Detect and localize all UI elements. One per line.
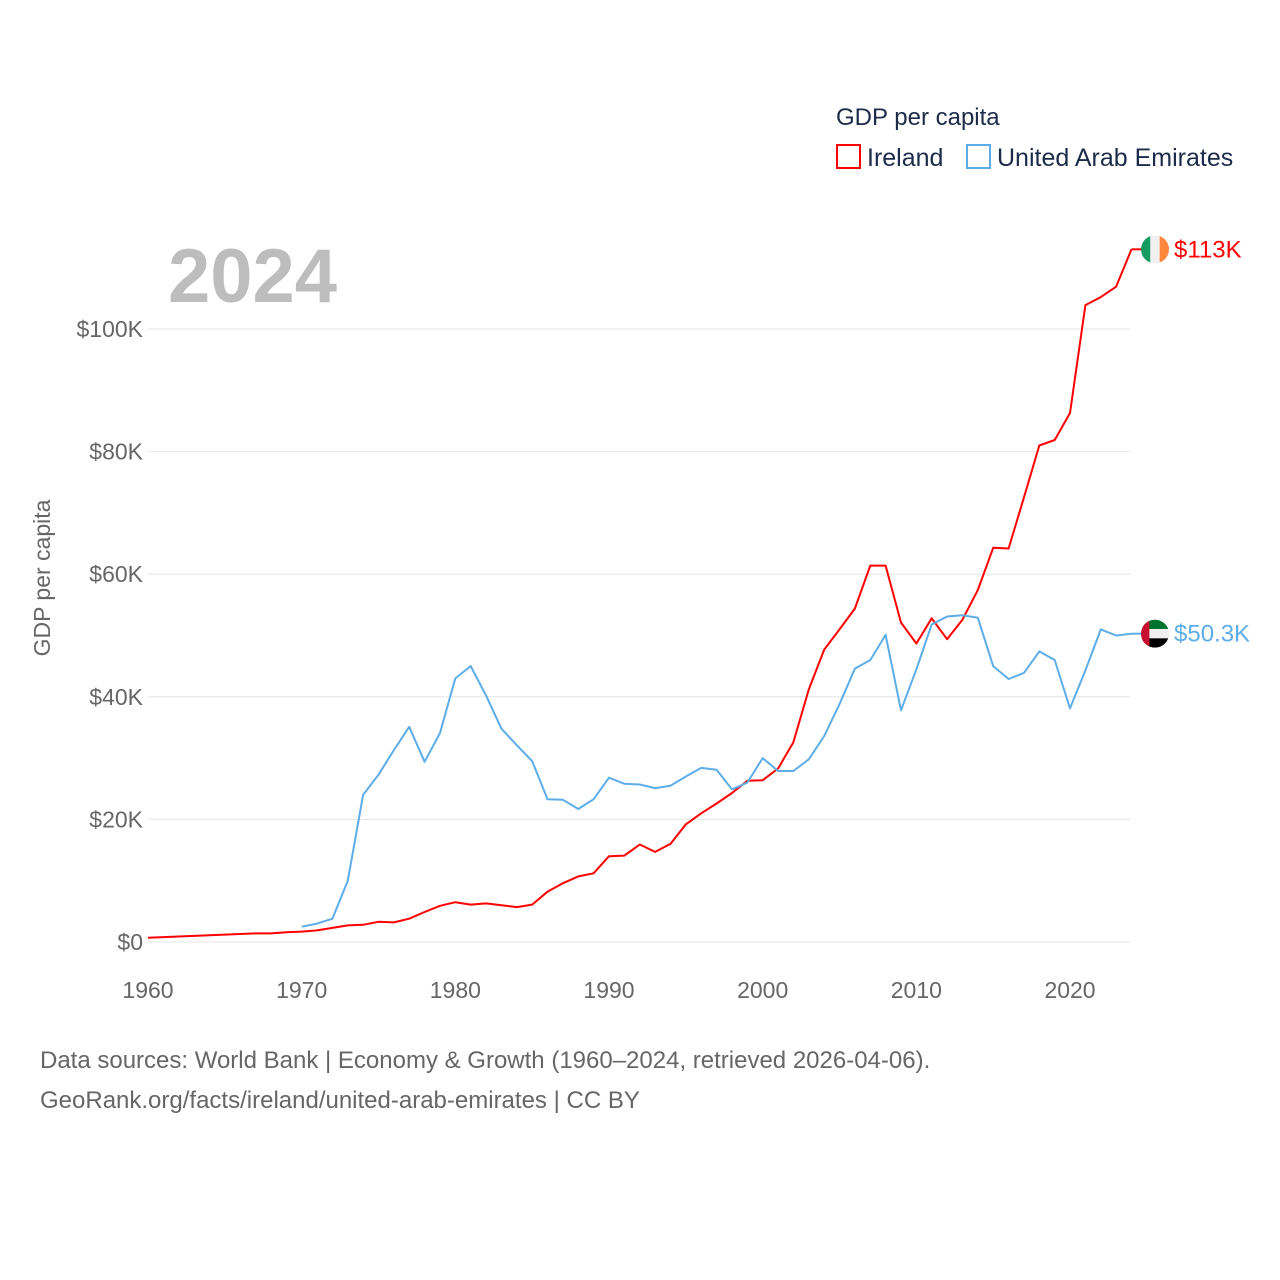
y-tick-label: $60K <box>89 561 143 587</box>
series-line-ireland <box>147 248 1133 939</box>
series-line-uae <box>301 614 1132 928</box>
year-label: 2024 <box>168 234 337 319</box>
footer-sources: Data sources: World Bank | Economy & Gro… <box>40 1047 930 1074</box>
end-value-label: $113K <box>1174 236 1242 263</box>
ireland-flag-icon <box>1141 235 1169 264</box>
x-tick-label: 1990 <box>583 977 634 1003</box>
x-tick-label: 2010 <box>891 977 942 1003</box>
end-labels: $113K $50.3K <box>1131 235 1250 648</box>
x-tick-label: 1980 <box>430 977 481 1003</box>
legend-title: GDP per capita <box>836 104 1000 131</box>
legend-label-ireland[interactable]: Ireland <box>867 144 943 172</box>
x-tick-label: 1970 <box>276 977 327 1003</box>
x-tick-label: 2020 <box>1044 977 1095 1003</box>
y-tick-label: $20K <box>89 806 143 832</box>
x-axis: 1960 1970 1980 1990 2000 2010 2020 <box>122 977 1095 1003</box>
legend-swatch-ireland[interactable] <box>836 144 861 169</box>
y-axis-title: GDP per capita <box>29 499 55 656</box>
x-tick-label: 1960 <box>122 977 173 1003</box>
y-tick-label: $40K <box>89 684 143 710</box>
legend-label-uae[interactable]: United Arab Emirates <box>997 144 1233 172</box>
legend: Ireland United Arab Emirates <box>836 144 1233 172</box>
series-lines <box>147 248 1133 939</box>
y-tick-label: $0 <box>117 929 143 955</box>
legend-swatch-uae[interactable] <box>966 144 991 169</box>
uae-flag-icon <box>1141 619 1169 648</box>
y-tick-label: $100K <box>76 316 143 342</box>
footer-link[interactable]: GeoRank.org/facts/ireland/united-arab-em… <box>40 1087 640 1114</box>
grid-lines <box>148 328 1130 943</box>
y-tick-label: $80K <box>89 439 143 465</box>
x-tick-label: 2000 <box>737 977 788 1003</box>
end-value-label: $50.3K <box>1174 621 1250 648</box>
y-axis: $0 $20K $40K $60K $80K $100K <box>76 316 143 955</box>
